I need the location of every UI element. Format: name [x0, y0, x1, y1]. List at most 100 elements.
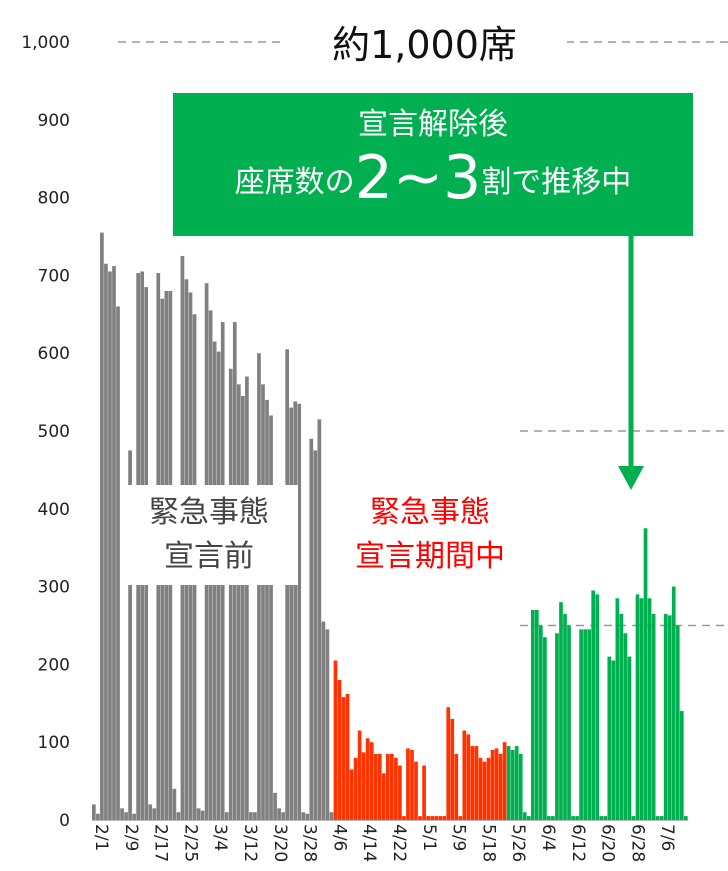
x-tick-label: 7/6	[657, 824, 677, 851]
bar	[132, 813, 136, 820]
bar	[257, 353, 261, 820]
bar	[277, 808, 281, 820]
bar	[430, 816, 434, 820]
bar	[599, 816, 604, 820]
bar	[369, 742, 374, 820]
x-tick-label: 6/28	[627, 824, 647, 862]
y-tick-label: 600	[38, 344, 70, 364]
bar	[619, 613, 624, 820]
callout-line2-big: 2~3	[354, 143, 482, 213]
bar	[547, 816, 551, 820]
y-tick-label: 200	[38, 655, 70, 675]
bar	[281, 812, 285, 820]
bar	[583, 629, 587, 820]
bar	[200, 810, 205, 820]
bar	[555, 633, 559, 820]
label-pre-line1: 緊急事態	[149, 495, 269, 530]
y-tick-label: 700	[38, 266, 70, 286]
callout-line2-pre: 座席数の	[234, 165, 355, 200]
x-tick-label: 5/26	[508, 824, 528, 862]
bar	[116, 306, 120, 820]
bar	[615, 598, 620, 820]
bar	[148, 804, 153, 820]
bar	[321, 621, 326, 820]
bar	[426, 816, 430, 820]
x-tick-label: 2/9	[121, 824, 141, 851]
bar	[289, 407, 294, 820]
bar	[567, 625, 571, 820]
bar	[317, 419, 322, 820]
bar	[365, 738, 370, 820]
x-tick-label: 3/28	[300, 824, 320, 862]
bar	[104, 263, 108, 821]
bar	[659, 816, 664, 820]
bar	[402, 816, 406, 820]
bar	[623, 633, 628, 820]
bar	[462, 730, 467, 820]
bar	[100, 232, 104, 821]
bar	[377, 753, 382, 820]
bar	[112, 266, 116, 820]
bar	[241, 395, 245, 820]
bar	[647, 598, 652, 820]
bar	[349, 769, 354, 820]
bar	[498, 753, 503, 820]
bar	[539, 625, 543, 820]
callout-line2: 座席数の2~3割で推移中	[173, 143, 693, 218]
bar	[325, 629, 330, 820]
bar	[438, 816, 443, 820]
bar	[587, 629, 592, 820]
x-tick-label: 6/4	[538, 824, 558, 851]
bar	[390, 753, 394, 820]
y-tick-label: 100	[38, 733, 70, 753]
x-tick-label: 2/25	[180, 824, 200, 862]
x-tick-label: 5/9	[449, 824, 469, 851]
y-tick-label: 800	[38, 189, 70, 209]
bar	[627, 656, 632, 820]
bar	[96, 813, 100, 820]
x-tick-label: 6/20	[598, 824, 618, 862]
bar	[534, 609, 539, 820]
bar	[301, 812, 306, 820]
bar	[450, 718, 455, 820]
label-pre-line2: 宣言前	[164, 539, 254, 574]
down-arrow-icon	[618, 232, 644, 490]
bar	[337, 679, 342, 820]
bar	[293, 401, 298, 820]
x-tick-label: 4/22	[389, 824, 409, 862]
bar	[514, 746, 519, 820]
bar	[414, 761, 418, 820]
label-pre-emergency: 緊急事態 宣言前	[120, 485, 298, 585]
bar	[353, 757, 358, 820]
bar	[434, 816, 438, 820]
bar	[333, 660, 338, 820]
bar	[261, 384, 265, 820]
bar	[297, 403, 302, 820]
bar	[172, 788, 177, 820]
bar	[406, 748, 410, 820]
bar	[196, 808, 201, 820]
x-tick-label: 5/18	[478, 824, 498, 862]
bar	[611, 660, 616, 820]
bar	[679, 711, 684, 820]
bar	[273, 792, 277, 820]
bar	[607, 656, 612, 820]
bar	[478, 757, 483, 820]
callout-line1: 宣言解除後	[358, 107, 508, 142]
bar	[651, 613, 656, 820]
bar	[305, 813, 310, 820]
bar	[253, 812, 257, 820]
label-during-emergency: 緊急事態 宣言期間中	[330, 485, 530, 585]
bar	[373, 753, 378, 820]
bar	[224, 812, 229, 820]
bar	[152, 808, 157, 820]
bar	[490, 749, 495, 820]
bar	[502, 742, 507, 820]
bar	[176, 812, 181, 820]
label-during-line2: 宣言期間中	[355, 539, 505, 574]
bar	[108, 271, 112, 820]
bar	[442, 816, 447, 820]
bar	[506, 746, 511, 820]
label-during-line1: 緊急事態	[370, 495, 490, 530]
bar	[591, 590, 596, 820]
